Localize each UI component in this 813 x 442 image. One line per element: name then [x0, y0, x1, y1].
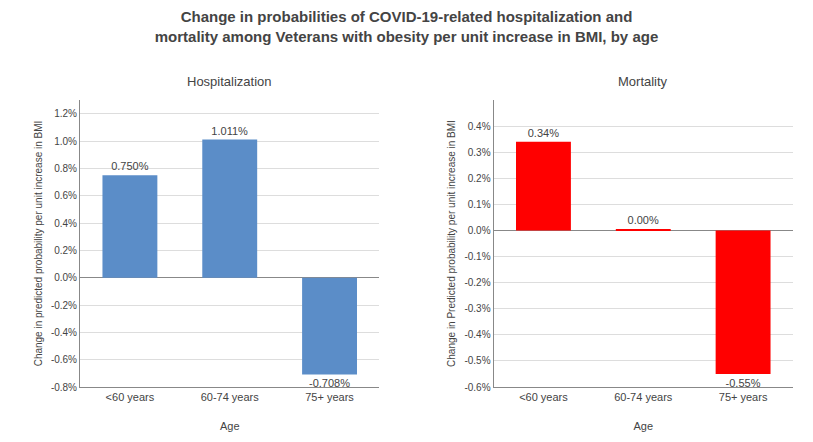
svg-text:0.34%: 0.34% — [528, 127, 559, 139]
svg-text:1.011%: 1.011% — [211, 125, 248, 137]
svg-text:<60 years: <60 years — [519, 391, 568, 403]
svg-text:Change in Predicted probabilit: Change in Predicted probability per unit… — [446, 120, 457, 367]
svg-text:Age: Age — [633, 420, 653, 432]
svg-text:Change in predicted probabilit: Change in predicted probability per unit… — [33, 121, 44, 367]
svg-text:0.4%: 0.4% — [54, 218, 77, 229]
svg-text:Hospitalization: Hospitalization — [187, 74, 272, 89]
svg-text:-0.6%: -0.6% — [51, 354, 77, 365]
svg-text:-0.2%: -0.2% — [464, 277, 490, 288]
svg-text:Mortality: Mortality — [618, 74, 668, 89]
svg-text:0.6%: 0.6% — [54, 190, 77, 201]
svg-text:Change in probabilities of COV: Change in probabilities of COVID-19-rela… — [155, 8, 658, 45]
svg-text:0.0%: 0.0% — [468, 225, 491, 236]
svg-text:75+ years: 75+ years — [719, 391, 768, 403]
svg-text:-0.2%: -0.2% — [51, 300, 77, 311]
svg-text:0.00%: 0.00% — [628, 214, 659, 226]
svg-text:-0.4%: -0.4% — [51, 327, 77, 338]
svg-text:1.2%: 1.2% — [54, 108, 77, 119]
svg-text:-0.708%: -0.708% — [309, 377, 350, 389]
svg-text:0.3%: 0.3% — [468, 147, 491, 158]
svg-text:60-74 years: 60-74 years — [614, 391, 673, 403]
svg-text:60-74 years: 60-74 years — [201, 391, 260, 403]
svg-text:0.2%: 0.2% — [468, 173, 491, 184]
svg-text:0.1%: 0.1% — [468, 199, 491, 210]
svg-text:<60 years: <60 years — [106, 391, 155, 403]
svg-text:0.750%: 0.750% — [111, 160, 149, 172]
svg-text:0.8%: 0.8% — [54, 163, 77, 174]
svg-text:1.0%: 1.0% — [54, 136, 77, 147]
svg-text:-0.5%: -0.5% — [464, 355, 490, 366]
svg-text:-0.8%: -0.8% — [51, 382, 77, 393]
svg-text:Age: Age — [220, 420, 240, 432]
svg-text:-0.4%: -0.4% — [464, 329, 490, 340]
svg-text:-0.3%: -0.3% — [464, 303, 490, 314]
svg-text:0.2%: 0.2% — [54, 245, 77, 256]
svg-text:-0.6%: -0.6% — [464, 382, 490, 393]
svg-text:0.0%: 0.0% — [54, 272, 77, 283]
svg-text:0.4%: 0.4% — [468, 121, 491, 132]
svg-text:-0.1%: -0.1% — [464, 251, 490, 262]
svg-text:-0.55%: -0.55% — [726, 377, 761, 389]
svg-text:75+ years: 75+ years — [305, 391, 354, 403]
